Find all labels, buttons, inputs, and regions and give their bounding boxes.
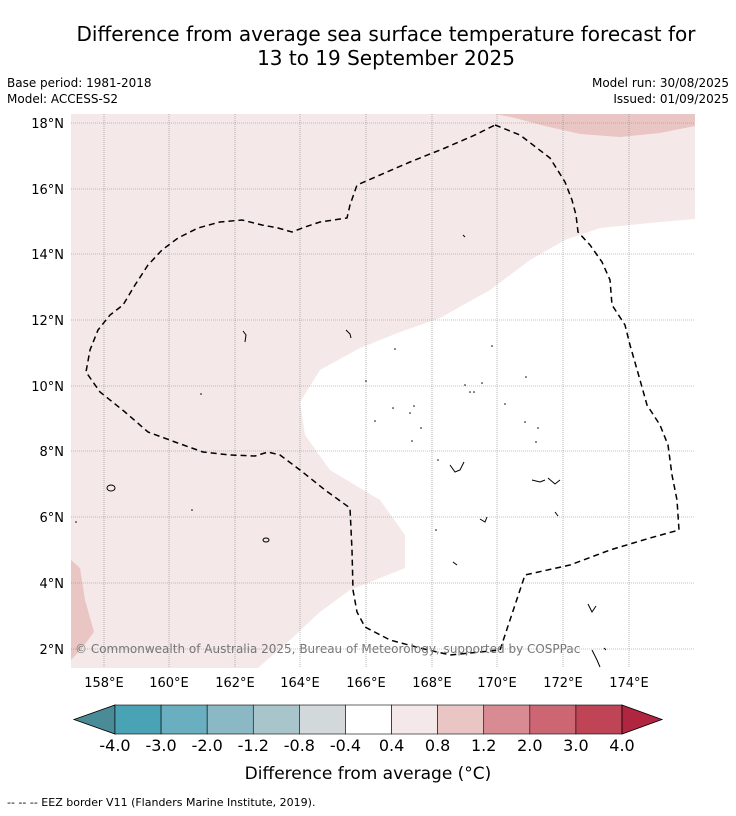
issued-date: Issued: 01/09/2025 <box>613 92 729 106</box>
colorbar-high-extend <box>621 704 664 735</box>
neutral-anomaly-region <box>258 219 695 668</box>
lat-label: 6°N <box>40 511 65 526</box>
lat-label: 14°N <box>31 248 64 263</box>
meta-right: Model run: 30/08/2025 Issued: 01/09/2025 <box>592 75 729 107</box>
colorbar-segment <box>299 704 346 735</box>
colorbar-segment <box>252 704 300 735</box>
colorbar-label: -0.8 <box>284 736 315 755</box>
lat-label: 8°N <box>40 445 65 460</box>
lon-label: 164°E <box>280 676 320 691</box>
colorbar-label: 2.0 <box>517 736 542 755</box>
lat-label: 2°N <box>40 643 65 658</box>
eez-legend: -- -- -- EEZ border V11 (Flanders Marine… <box>7 796 316 809</box>
colorbar-label: -1.2 <box>238 736 269 755</box>
lon-label: 166°E <box>346 676 386 691</box>
map-grid <box>71 114 695 668</box>
longitude-labels: 158°E 160°E 162°E 164°E 166°E 168°E 170°E 172°E… <box>84 676 649 691</box>
colorbar-label: -4.0 <box>99 736 130 755</box>
lat-label: 16°N <box>31 183 64 198</box>
lon-label: 172°E <box>543 676 583 691</box>
model-run: Model run: 30/08/2025 <box>591 76 729 90</box>
lon-label: 174°E <box>609 676 649 691</box>
colorbar-segment <box>575 704 623 735</box>
high-anomaly-region-southwest <box>71 560 94 660</box>
meta-left: Base period: 1981-2018 Model: ACCESS-S2 <box>7 75 152 107</box>
lon-label: 168°E <box>412 676 452 691</box>
colorbar-label: 1.2 <box>471 736 496 755</box>
islet-dots <box>75 345 539 531</box>
colorbar-segment <box>483 704 531 735</box>
colorbar-segment <box>529 704 577 735</box>
colorbar-label: 0.4 <box>379 736 404 755</box>
colorbar-label: 4.0 <box>609 736 634 755</box>
colorbar-segment <box>345 704 392 735</box>
copyright-notice: © Commonwealth of Australia 2025, Bureau… <box>75 642 580 656</box>
colorbar-segment <box>160 704 208 735</box>
colorbar-segment <box>206 704 254 735</box>
high-anomaly-region-north <box>495 114 695 137</box>
lon-label: 162°E <box>215 676 255 691</box>
colorbar-label: 3.0 <box>563 736 588 755</box>
latitude-labels: 18°N 16°N 14°N 12°N 10°N 8°N 6°N 4°N 2°N <box>31 117 64 658</box>
lat-label: 10°N <box>31 380 64 395</box>
map-area: © Commonwealth of Australia 2025, Bureau… <box>71 114 695 668</box>
colorbar-segment <box>391 704 438 735</box>
lat-label: 12°N <box>31 314 64 329</box>
model-name: Model: ACCESS-S2 <box>7 92 119 106</box>
islands <box>106 234 607 668</box>
colorbar-low-extend <box>72 704 116 735</box>
lon-label: 170°E <box>477 676 517 691</box>
colorbar-label: -3.0 <box>145 736 176 755</box>
colorbar-label: -2.0 <box>192 736 223 755</box>
colorbar-segment <box>114 704 162 735</box>
colorbar: -4.0 -3.0 -2.0 -1.2 -0.8 -0.4 0.4 0.8 1.2 2.0 3.0 4… <box>72 704 664 755</box>
title-line-1: Difference from average sea surface temp… <box>76 22 696 46</box>
base-period: Base period: 1981-2018 <box>7 76 152 90</box>
colorbar-label: 0.8 <box>425 736 450 755</box>
lat-label: 4°N <box>40 577 65 592</box>
title-line-2: 13 to 19 September 2025 <box>257 46 515 70</box>
colorbar-title: Difference from average (°C) <box>244 764 492 784</box>
lat-label: 18°N <box>31 117 64 132</box>
lon-label: 160°E <box>149 676 189 691</box>
colorbar-label: -0.4 <box>330 736 361 755</box>
eez-border <box>85 124 680 656</box>
colorbar-segment <box>437 704 485 735</box>
lon-label: 158°E <box>84 676 124 691</box>
